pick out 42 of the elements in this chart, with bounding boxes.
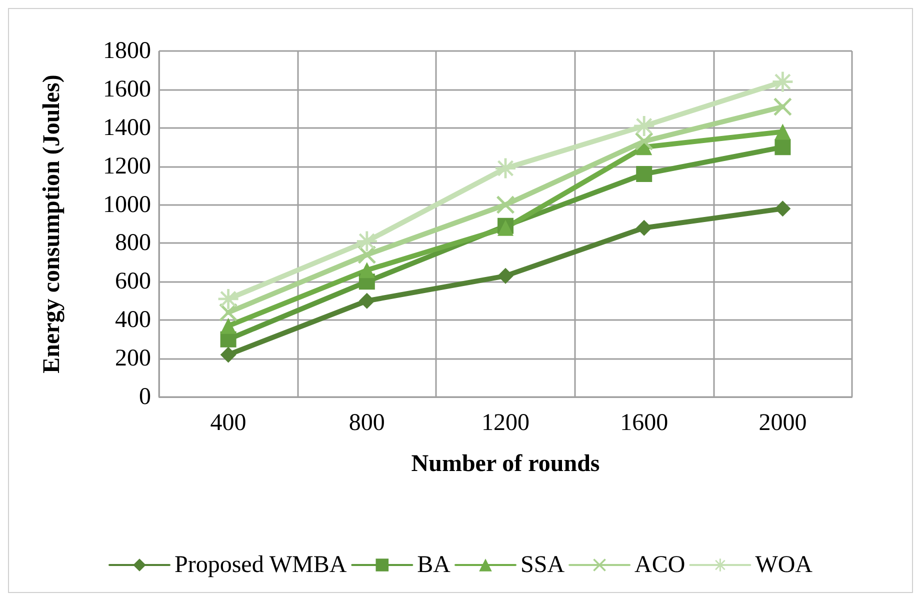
point [774,98,792,116]
point [774,139,791,156]
y-tick-label: 1200 [103,153,151,180]
x-tick-label: 400 [210,410,246,436]
point [358,246,376,264]
legend-label: Proposed WMBA [174,552,348,578]
y-tick-label: 0 [139,384,151,410]
point [220,318,236,334]
y-tick-label: 800 [115,230,151,256]
point [358,262,375,278]
y-tick-label: 600 [115,268,151,295]
point [356,231,377,252]
point [635,132,654,150]
legend-label: BA [417,552,452,578]
point [634,116,654,136]
point [774,200,791,217]
point [774,124,791,140]
legend-label: WOA [755,552,814,578]
y-axis-title: Energy consumption (Joules) [39,74,65,374]
point [496,158,516,178]
point [358,292,375,309]
point [218,288,238,309]
point [219,303,238,322]
point [498,268,514,284]
y-tick-label: 200 [115,346,151,372]
point [220,346,236,363]
y-tick-label: 1800 [103,38,151,64]
x-tick-label: 800 [348,410,385,436]
y-tick-label: 1400 [103,114,151,141]
point [772,72,793,92]
x-tick-label: 2000 [758,410,807,436]
x-tick-label: 1200 [482,410,530,436]
y-tick-label: 400 [115,307,151,334]
x-axis-title: Number of rounds [411,451,600,477]
legend-label: SSA [520,552,566,578]
x-tick-label: 1600 [620,410,668,436]
y-tick-label: 1600 [103,76,151,102]
y-tick-label: 1000 [103,192,151,218]
point [636,166,652,182]
point [636,220,652,236]
point [496,196,514,214]
legend-label: ACO [634,552,686,578]
